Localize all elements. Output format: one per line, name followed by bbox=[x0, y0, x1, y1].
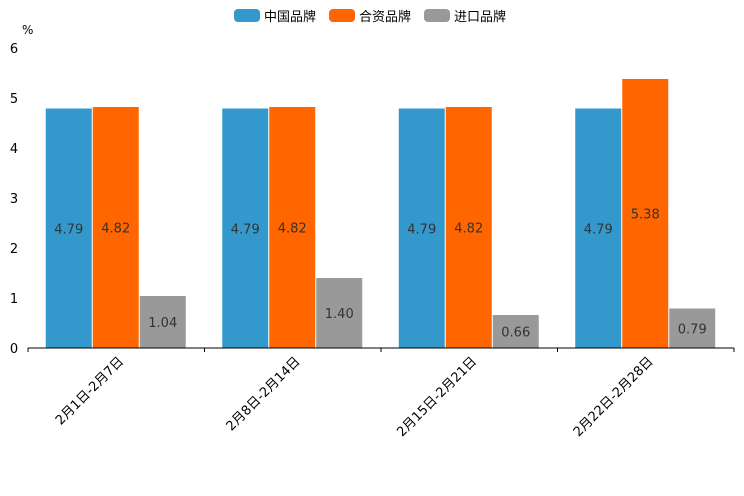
bar[interactable] bbox=[92, 107, 139, 348]
legend-label: 中国品牌 bbox=[264, 9, 316, 25]
data-label: 5.38 bbox=[631, 208, 660, 223]
legend-item[interactable]: 合资品牌 bbox=[329, 9, 411, 25]
x-tick-label: 2月1日-2月7日 bbox=[53, 354, 127, 428]
bar[interactable] bbox=[316, 278, 363, 348]
bar[interactable] bbox=[45, 108, 92, 349]
y-tick-label: 6 bbox=[10, 42, 18, 57]
legend-label: 进口品牌 bbox=[454, 9, 506, 25]
bar[interactable] bbox=[575, 108, 622, 349]
y-tick-label: 1 bbox=[10, 292, 18, 307]
bar[interactable] bbox=[269, 107, 316, 348]
bar[interactable] bbox=[622, 79, 669, 348]
y-tick-label: 4 bbox=[10, 142, 18, 157]
data-label: 4.82 bbox=[278, 222, 307, 237]
bar[interactable] bbox=[139, 296, 186, 348]
bar[interactable] bbox=[222, 108, 269, 349]
legend-swatch bbox=[329, 9, 355, 22]
bar[interactable] bbox=[398, 108, 445, 349]
x-tick-label: 2月15日-2月21日 bbox=[394, 354, 480, 440]
bars: 4.79 4.82 1.04 4.79 4.82 1.40 4.79 4.82 0.66 4.79… bbox=[45, 79, 716, 349]
bar[interactable] bbox=[669, 308, 716, 349]
y-tick-label: 3 bbox=[10, 192, 18, 207]
data-label: 4.79 bbox=[231, 222, 260, 237]
legend: 中国品牌 合资品牌 进口品牌 bbox=[234, 9, 506, 25]
x-tick-label: 2月22日-2月28日 bbox=[571, 354, 657, 440]
bar[interactable] bbox=[492, 315, 539, 348]
y-tick-label: 5 bbox=[10, 92, 18, 107]
legend-swatch bbox=[424, 9, 450, 22]
y-axis: 0 1 2 3 4 5 6 bbox=[10, 42, 18, 357]
legend-swatch bbox=[234, 9, 260, 22]
data-label: 1.04 bbox=[148, 316, 177, 331]
data-label: 4.79 bbox=[54, 222, 83, 237]
legend-item[interactable]: 中国品牌 bbox=[234, 9, 316, 25]
data-label: 4.79 bbox=[584, 222, 613, 237]
x-tick-label: 2月8日-2月14日 bbox=[224, 354, 304, 434]
data-label: 4.82 bbox=[101, 222, 130, 237]
data-label: 0.79 bbox=[678, 322, 707, 337]
data-label: 4.79 bbox=[407, 222, 436, 237]
x-axis: 2月1日-2月7日 2月8日-2月14日 2月15日-2月21日 2月22日-2月28… bbox=[27, 347, 735, 440]
y-tick-label: 2 bbox=[10, 242, 18, 257]
y-axis-unit: % bbox=[22, 23, 33, 37]
legend-label: 合资品牌 bbox=[359, 9, 411, 25]
data-label: 4.82 bbox=[454, 222, 483, 237]
y-tick-label: 0 bbox=[10, 342, 18, 357]
legend-item[interactable]: 进口品牌 bbox=[424, 9, 506, 25]
data-label: 1.40 bbox=[325, 307, 354, 322]
data-label: 0.66 bbox=[501, 326, 530, 341]
bar[interactable] bbox=[445, 107, 492, 348]
